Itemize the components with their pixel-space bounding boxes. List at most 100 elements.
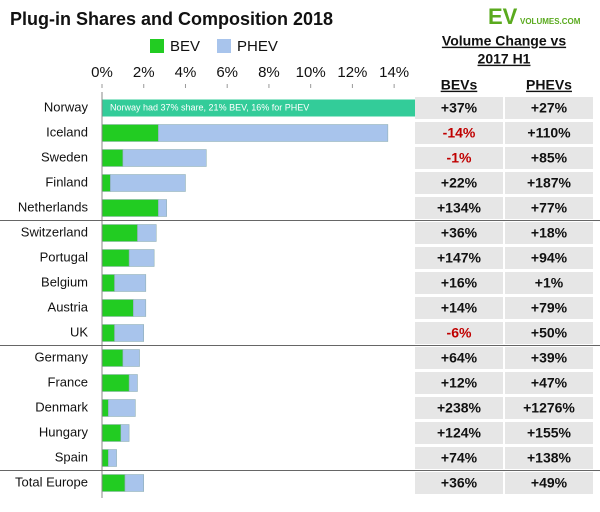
table-cell [415, 347, 503, 369]
chart-title: Plug-in Shares and Composition 2018 [10, 9, 333, 29]
table-value: +110% [527, 125, 571, 141]
table-value: +74% [441, 450, 478, 466]
bar-segment [122, 149, 207, 167]
legend-label: PHEV [237, 38, 278, 55]
table-cell [505, 447, 593, 469]
category-label: Switzerland [21, 224, 88, 239]
table-cell [415, 472, 503, 494]
bar-segment [158, 199, 167, 217]
bar-segment [124, 474, 144, 492]
table-cell [415, 247, 503, 269]
table-cell [505, 122, 593, 144]
table-cell [505, 247, 593, 269]
table-value: +124% [437, 425, 482, 441]
bar-segment [122, 349, 140, 367]
category-label: Netherlands [18, 199, 89, 214]
table-value: +64% [441, 350, 478, 366]
table-cell [415, 172, 503, 194]
table-value: +22% [441, 175, 478, 191]
table-value: -6% [447, 325, 472, 341]
table-cell [505, 197, 593, 219]
table-value: -14% [443, 125, 476, 141]
table-value: +50% [531, 325, 568, 341]
table-cell [415, 197, 503, 219]
table-value: +94% [531, 250, 568, 266]
x-tick-label: 2% [133, 64, 155, 81]
table-value: +18% [531, 225, 568, 241]
table-cell [505, 147, 593, 169]
x-tick-label: 12% [337, 64, 367, 81]
table-value: +36% [441, 475, 478, 491]
table-header: BEVs [441, 77, 478, 93]
bar-segment [102, 299, 134, 317]
table-value: +134% [437, 200, 482, 216]
bar-segment [102, 99, 415, 117]
bar-segment [102, 399, 109, 417]
bar-segment [128, 374, 138, 392]
table-value: +187% [527, 175, 572, 191]
x-tick-label: 0% [91, 64, 113, 81]
table-value: +36% [441, 225, 478, 241]
category-label: Hungary [39, 424, 89, 439]
table-cell [415, 147, 503, 169]
bar-segment [114, 274, 147, 292]
category-label: Austria [48, 299, 89, 314]
plot-area [102, 99, 415, 492]
bar-segment [158, 124, 389, 142]
category-label: Portugal [40, 249, 89, 264]
table-value: +85% [531, 150, 568, 166]
bar-segment [133, 299, 147, 317]
bar-segment [102, 374, 130, 392]
bar-segment [102, 474, 126, 492]
bar-segment [114, 324, 144, 342]
table-cell [415, 222, 503, 244]
table-cell [505, 472, 593, 494]
table-cell [505, 397, 593, 419]
table-header: PHEVs [526, 77, 572, 93]
category-label: Germany [35, 349, 89, 364]
table-value: +16% [441, 275, 478, 291]
bar-segment [102, 274, 115, 292]
table-value: -1% [447, 150, 472, 166]
table-value: +37% [441, 100, 478, 116]
table-cell [415, 447, 503, 469]
table-value: +147% [437, 250, 482, 266]
category-label: France [48, 374, 88, 389]
category-label: UK [70, 324, 88, 339]
category-label: Sweden [41, 149, 88, 164]
table-cell [415, 297, 503, 319]
table-cell [415, 422, 503, 444]
category-label: Norway [44, 99, 89, 114]
bar-segment [102, 199, 159, 217]
logo-mark: EV [488, 4, 518, 29]
bar-segment [108, 399, 136, 417]
bar-segment [102, 149, 124, 167]
bar-segment [102, 349, 124, 367]
table-cell [505, 172, 593, 194]
x-tick-label: 6% [216, 64, 238, 81]
bar-segment [102, 124, 159, 142]
table-value: +238% [437, 400, 482, 416]
bar-segment [102, 449, 109, 467]
category-label: Finland [45, 174, 88, 189]
table-value: +14% [441, 300, 478, 316]
category-label: Belgium [41, 274, 88, 289]
table-cell [415, 397, 503, 419]
x-tick-label: 4% [175, 64, 197, 81]
table-cell [415, 97, 503, 119]
table-cell [505, 422, 593, 444]
bar-segment [110, 174, 186, 192]
x-tick-label: 8% [258, 64, 280, 81]
bar-segment [120, 424, 130, 442]
bar-segment [102, 174, 111, 192]
table-value: +138% [527, 450, 572, 466]
table-cell [415, 272, 503, 294]
legend-swatch [217, 39, 231, 53]
table-cell [505, 372, 593, 394]
bar-segment [128, 249, 155, 267]
bar-segment [102, 224, 138, 242]
table-value: +27% [531, 100, 568, 116]
table-cell [505, 272, 593, 294]
table-value: +79% [531, 300, 568, 316]
